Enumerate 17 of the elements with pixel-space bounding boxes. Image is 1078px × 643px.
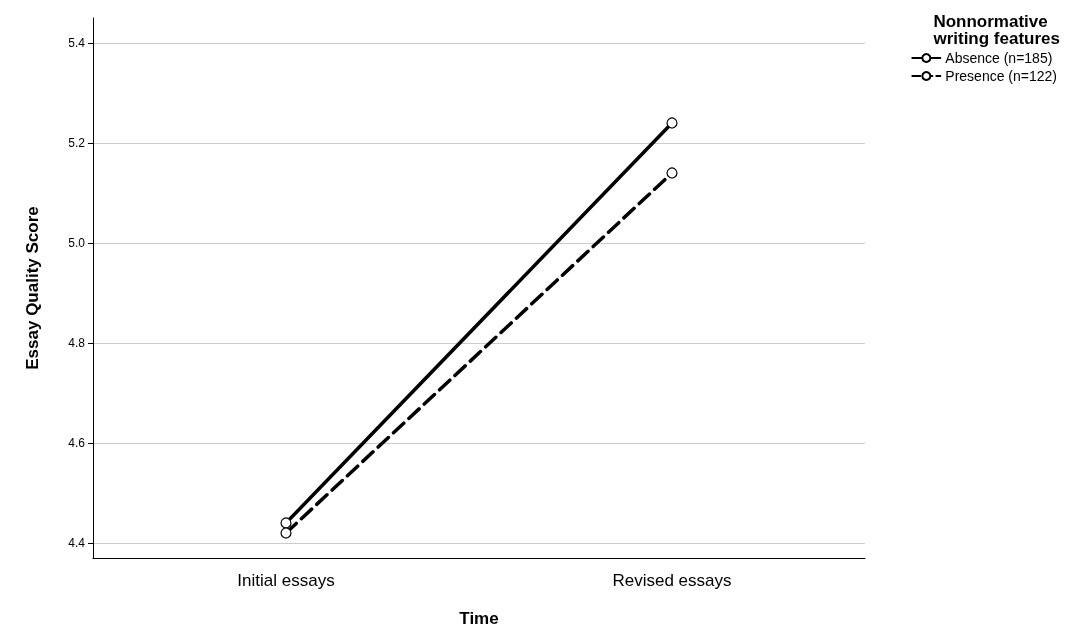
point [666, 167, 678, 179]
point [280, 517, 292, 529]
x-axis-title: Time [459, 609, 499, 628]
y-tick-label: 5.0 [68, 236, 86, 250]
legend-label: Absence (n=185) [945, 50, 1053, 66]
point [666, 117, 678, 129]
legend-label: Presence (n=122) [945, 68, 1058, 84]
point [280, 527, 292, 539]
x-tick-label: Revised essays [612, 571, 732, 590]
y-tick-label: 4.6 [68, 436, 86, 450]
y-axis-title: Essay Quality Score [23, 206, 42, 370]
legend-title: Nonnormative writing features [932, 12, 1061, 48]
x-tick-label: Initial essays [237, 571, 335, 590]
y-tick-label: 4.4 [68, 536, 86, 550]
y-tick-label: 5.4 [68, 36, 86, 50]
y-tick-label: 4.8 [68, 336, 86, 350]
y-tick-label: 5.2 [68, 136, 86, 150]
